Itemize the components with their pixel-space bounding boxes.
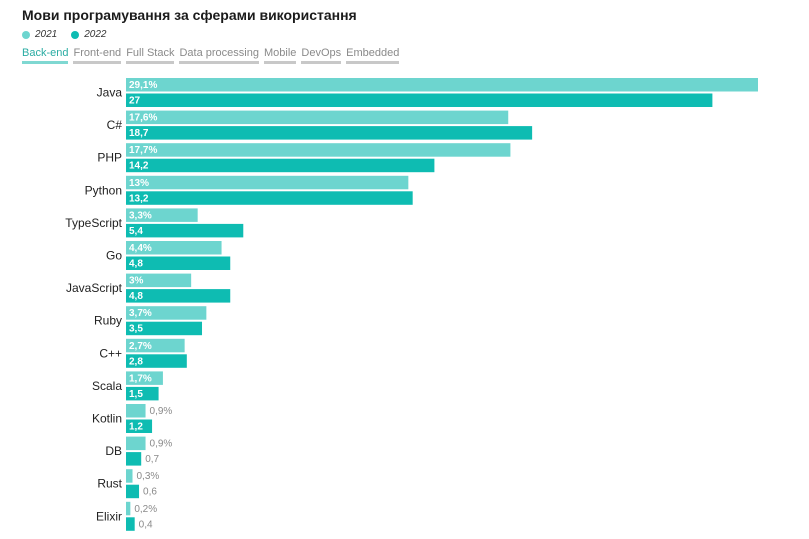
- legend: 2021 2022: [22, 29, 107, 40]
- category-label: Scala: [92, 379, 122, 393]
- data-label: 0,9%: [150, 439, 173, 450]
- category-label: JavaScript: [66, 281, 123, 295]
- bar-2022[interactable]: [126, 386, 159, 401]
- legend-item-2021[interactable]: 2021: [22, 29, 57, 40]
- data-label: 3,3%: [129, 210, 152, 221]
- tab-full-stack[interactable]: Full Stack: [126, 47, 175, 64]
- legend-dot-icon: [71, 30, 80, 39]
- bar-2021[interactable]: [126, 338, 185, 353]
- category-label: Kotlin: [92, 412, 122, 426]
- bar-2022[interactable]: [126, 93, 713, 108]
- bar-2022[interactable]: [126, 419, 153, 434]
- category-label: Elixir: [96, 509, 122, 523]
- bar-2022[interactable]: [126, 484, 140, 499]
- tab-embedded[interactable]: Embedded: [346, 47, 400, 64]
- data-label: 0,2%: [134, 504, 157, 515]
- tab-data-processing[interactable]: Data processing: [179, 47, 259, 64]
- category-label: C#: [107, 118, 123, 132]
- data-label: 0,9%: [150, 406, 173, 417]
- category-label: Java: [97, 86, 123, 100]
- data-label: 0,6: [143, 487, 157, 498]
- data-label: 0,7: [145, 454, 159, 465]
- bar-2022[interactable]: [126, 256, 231, 271]
- tab-mobile[interactable]: Mobile: [263, 47, 297, 64]
- category-tabs: Back-end Front-end Full Stack Data proce…: [22, 47, 400, 64]
- bar-2022[interactable]: [126, 452, 142, 466]
- data-label: 0,3%: [137, 471, 160, 482]
- category-label: Rust: [97, 477, 122, 491]
- bar-2021[interactable]: [126, 306, 207, 320]
- bar-2022[interactable]: [126, 289, 231, 303]
- data-label: 2,7%: [129, 341, 152, 352]
- bar-2021[interactable]: [126, 78, 758, 92]
- data-label: 27: [129, 96, 141, 107]
- category-label: Python: [85, 183, 122, 197]
- data-label: 13%: [129, 178, 149, 189]
- data-label: 3%: [129, 276, 144, 287]
- legend-label: 2022: [84, 29, 107, 40]
- bar-2022[interactable]: [126, 354, 187, 368]
- data-label: 4,4%: [129, 243, 152, 254]
- data-label: 1,5: [129, 389, 143, 400]
- data-label: 14,2: [129, 161, 149, 172]
- data-label: 1,2: [129, 422, 143, 433]
- bar-2022[interactable]: [126, 517, 135, 531]
- category-label: Go: [106, 249, 122, 263]
- data-label: 18,7: [129, 128, 149, 139]
- category-label: TypeScript: [65, 216, 122, 230]
- category-label: DB: [105, 444, 122, 458]
- bar-2021[interactable]: [126, 436, 146, 451]
- bar-2021[interactable]: [126, 469, 133, 483]
- data-label: 1,7%: [129, 373, 152, 384]
- bar-2021[interactable]: [126, 208, 198, 222]
- tab-devops[interactable]: DevOps: [301, 47, 342, 64]
- data-label: 5,4: [129, 226, 143, 237]
- category-label: Ruby: [94, 314, 122, 328]
- bar-2022[interactable]: [126, 223, 244, 238]
- legend-item-2022[interactable]: 2022: [71, 29, 107, 40]
- bar-2021[interactable]: [126, 241, 222, 255]
- data-label: 13,2: [129, 193, 149, 204]
- bar-2022[interactable]: [126, 191, 413, 205]
- data-label: 3,5: [129, 324, 143, 335]
- category-label: C++: [99, 346, 122, 360]
- tab-front-end[interactable]: Front-end: [73, 47, 122, 64]
- data-label: 0,4: [139, 519, 153, 530]
- chart-title: Мови програмування за сферами використан…: [22, 7, 357, 23]
- bar-2021[interactable]: [126, 110, 509, 125]
- legend-label: 2021: [35, 29, 58, 40]
- tab-back-end[interactable]: Back-end: [22, 47, 69, 64]
- data-label: 17,7%: [129, 145, 157, 156]
- bar-2021[interactable]: [126, 143, 511, 157]
- data-label: 2,8: [129, 356, 143, 367]
- legend-dot-icon: [22, 30, 30, 39]
- data-label: 29,1%: [129, 80, 157, 91]
- bar-2021[interactable]: [126, 371, 163, 385]
- bar-2021[interactable]: [126, 273, 192, 288]
- category-label: PHP: [97, 151, 122, 165]
- bar-2022[interactable]: [126, 321, 203, 336]
- bar-2021[interactable]: [126, 175, 409, 190]
- bar-2022[interactable]: [126, 126, 533, 140]
- data-label: 17,6%: [129, 113, 157, 124]
- bar-2021[interactable]: [126, 501, 131, 516]
- data-label: 4,8: [129, 291, 143, 302]
- bar-2021[interactable]: [126, 404, 146, 418]
- data-label: 4,8: [129, 259, 143, 270]
- bar-2022[interactable]: [126, 158, 435, 173]
- data-label: 3,7%: [129, 308, 152, 319]
